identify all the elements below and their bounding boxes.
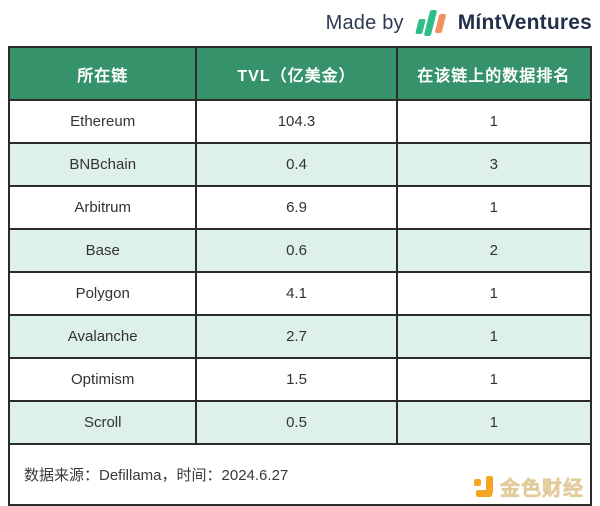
- rank-cell: 1: [395, 314, 593, 359]
- chain-cell: Optimism: [7, 357, 198, 402]
- made-by-label: Made by: [325, 11, 404, 34]
- rank-cell: 2: [395, 228, 593, 273]
- column-header-chain: 所在链: [7, 46, 198, 101]
- logo-bar-orange: [434, 14, 447, 33]
- tvl-cell: 0.4: [195, 142, 398, 187]
- rank-cell: 1: [395, 271, 593, 316]
- tvl-cell: 1.5: [195, 357, 398, 402]
- column-header-rank: 在该链上的数据排名: [395, 46, 593, 101]
- watermark-icon-vbar: [486, 475, 493, 494]
- table-header-row: 所在链 TVL（亿美金） 在该链上的数据排名: [7, 46, 593, 101]
- chain-cell: Scroll: [7, 400, 198, 445]
- table-row: Polygon 4.1 1: [7, 271, 593, 316]
- tvl-cell: 6.9: [195, 185, 398, 230]
- column-header-tvl: TVL（亿美金）: [195, 46, 398, 101]
- table-row: Base 0.6 2: [7, 228, 593, 273]
- brand-name: MíntVentures: [457, 11, 592, 34]
- rank-cell: 1: [395, 99, 593, 144]
- watermark-icon-dot: [474, 478, 481, 486]
- table-body: Ethereum 104.3 1 BNBchain 0.4 3 Arbitrum 6.9 1 Ba…: [7, 99, 593, 445]
- chain-cell: Base: [7, 228, 198, 273]
- table-row: BNBchain 0.4 3: [7, 142, 593, 187]
- chain-cell: Avalanche: [7, 314, 198, 359]
- chain-cell: Polygon: [7, 271, 198, 316]
- tvl-cell: 0.6: [195, 228, 398, 273]
- tvl-cell: 2.7: [195, 314, 398, 359]
- tvl-cell: 4.1: [195, 271, 398, 316]
- watermark-icon-hbar: [476, 489, 492, 497]
- chain-cell: BNBchain: [7, 142, 198, 187]
- chain-cell: Arbitrum: [7, 185, 198, 230]
- rank-cell: 3: [395, 142, 593, 187]
- rank-cell: 1: [395, 400, 593, 445]
- watermark-brand-text: 金色财经: [500, 478, 584, 500]
- rank-cell: 1: [395, 357, 593, 402]
- table-row: Optimism 1.5 1: [7, 357, 593, 402]
- table-row: Arbitrum 6.9 1: [7, 185, 593, 230]
- made-by-bar: Made by MíntVentures: [326, 4, 592, 42]
- table-row: Ethereum 104.3 1: [7, 99, 593, 144]
- chain-cell: Ethereum: [7, 99, 198, 144]
- source-note: 数据来源：Defillama，时间：2024.6.27: [24, 467, 289, 484]
- rank-cell: 1: [395, 185, 593, 230]
- mint-ventures-logo-icon: [413, 6, 449, 40]
- tvl-cell: 0.5: [195, 400, 398, 445]
- table-row: Avalanche 2.7 1: [7, 314, 593, 359]
- table-row: Scroll 0.5 1: [7, 400, 593, 445]
- watermark: 金色财经: [473, 472, 584, 501]
- tvl-table: 所在链 TVL（亿美金） 在该链上的数据排名 Ethereum 104.3 1 BNB…: [7, 46, 593, 506]
- tvl-cell: 104.3: [195, 99, 398, 144]
- jinse-caijing-logo-icon: [473, 475, 495, 498]
